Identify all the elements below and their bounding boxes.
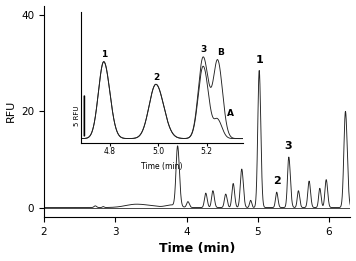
X-axis label: Time (min): Time (min)	[159, 242, 235, 256]
Y-axis label: RFU: RFU	[6, 100, 16, 122]
Text: 2: 2	[273, 176, 281, 186]
Text: 1: 1	[255, 55, 263, 65]
Text: 3: 3	[284, 141, 292, 151]
